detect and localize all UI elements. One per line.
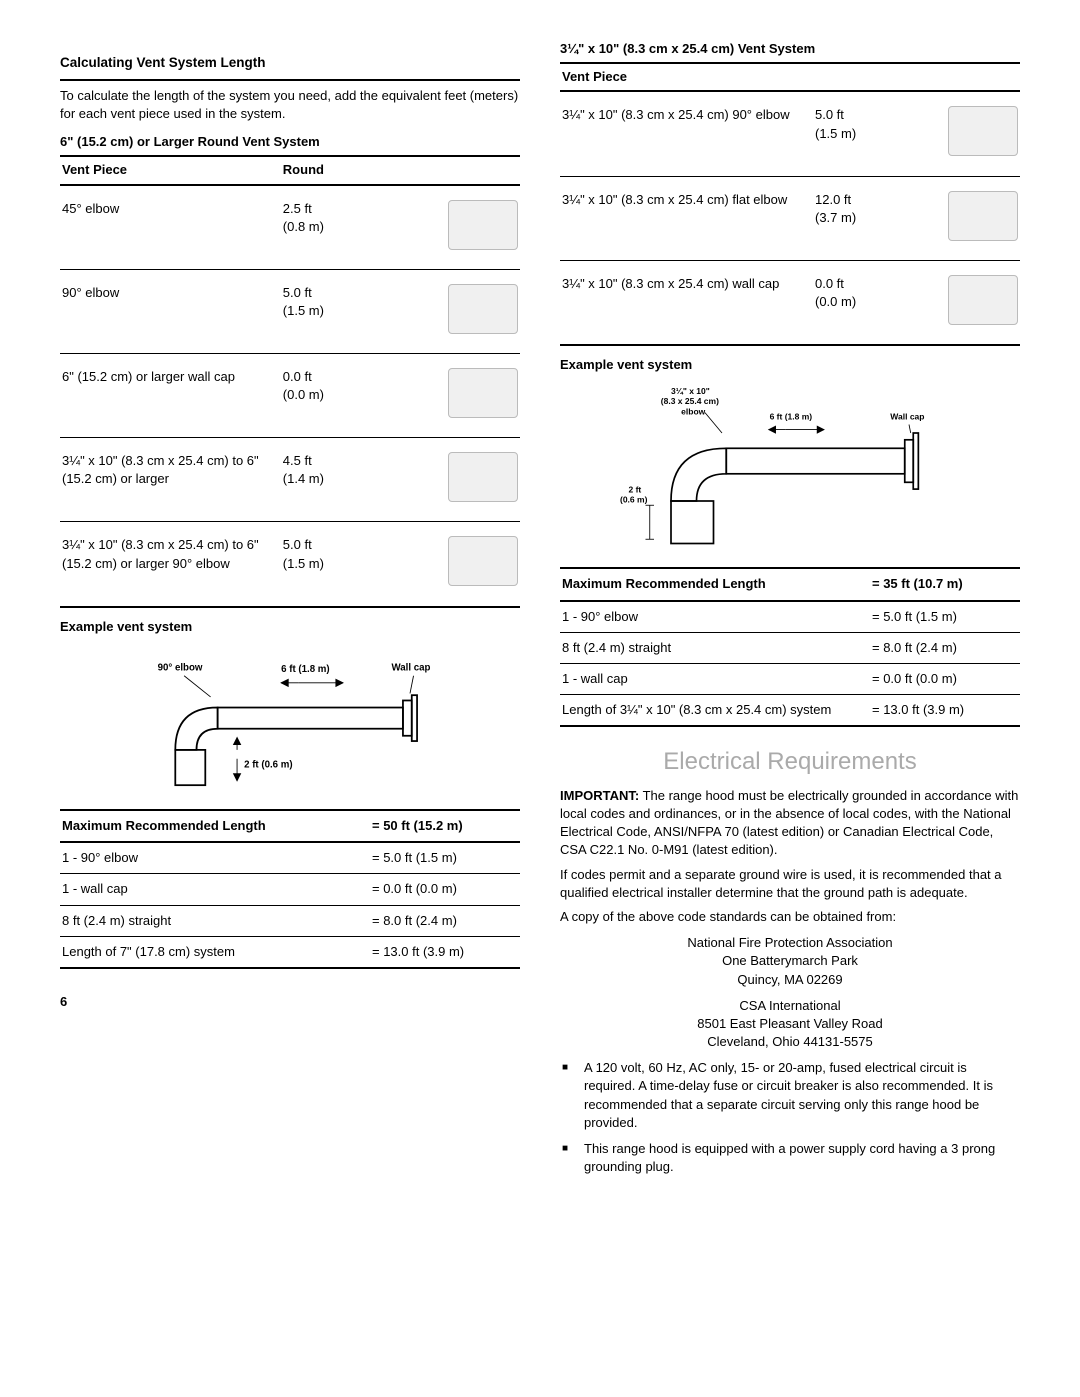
calc-label: 1 - 90° elbow: [60, 842, 370, 874]
diagram-label-rise: 2 ft (0.6 m): [244, 759, 292, 770]
diagram-label-cap: Wall cap: [890, 412, 924, 422]
piece-label: 3¼" x 10" (8.3 cm x 25.4 cm) to 6" (15.2…: [60, 438, 281, 522]
heading-electrical: Electrical Requirements: [560, 745, 1020, 779]
calc-value: = 5.0 ft (1.5 m): [370, 842, 520, 874]
right-column: 3¼" x 10" (8.3 cm x 25.4 cm) Vent System…: [560, 40, 1020, 1184]
list-item: A 120 volt, 60 Hz, AC only, 15- or 20-am…: [578, 1059, 1020, 1132]
th-vent-piece: Vent Piece: [560, 63, 813, 91]
piece-label: 45° elbow: [60, 185, 281, 270]
th-vent-piece: Vent Piece: [60, 156, 281, 184]
table-row: 45° elbow 2.5 ft(0.8 m): [60, 185, 520, 270]
calc-label: 1 - 90° elbow: [560, 601, 870, 633]
table-row: 3¼" x 10" (8.3 cm x 25.4 cm) flat elbow …: [560, 176, 1020, 260]
elbow-45-icon: [448, 200, 518, 250]
table-row: 3¼" x 10" (8.3 cm x 25.4 cm) to 6" (15.2…: [60, 438, 520, 522]
calc-table-right: Maximum Recommended Length = 35 ft (10.7…: [560, 567, 1020, 727]
piece-value: 0.0 ft(0.0 m): [813, 260, 930, 345]
max-length-value: = 50 ft (15.2 m): [370, 810, 520, 842]
svg-text:(8.3 x 25.4 cm): (8.3 x 25.4 cm): [661, 396, 719, 406]
max-length-value: = 35 ft (10.7 m): [870, 568, 1020, 600]
address-csa: CSA International 8501 East Pleasant Val…: [560, 997, 1020, 1052]
calc-label: 8 ft (2.4 m) straight: [60, 905, 370, 936]
calc-label: 1 - wall cap: [560, 663, 870, 694]
diagram-label-elbow: 90° elbow: [158, 662, 203, 673]
left-column: Calculating Vent System Length To calcul…: [60, 40, 520, 1184]
flat-elbow-icon: [948, 191, 1018, 241]
piece-label: 90° elbow: [60, 269, 281, 353]
calc-value: = 5.0 ft (1.5 m): [870, 601, 1020, 633]
requirements-list: A 120 volt, 60 Hz, AC only, 15- or 20-am…: [560, 1059, 1020, 1176]
piece-value: 2.5 ft(0.8 m): [281, 185, 430, 270]
table-row: 6" (15.2 cm) or larger wall cap 0.0 ft(0…: [60, 354, 520, 438]
calc-value: = 8.0 ft (2.4 m): [370, 905, 520, 936]
important-paragraph: IMPORTANT: The range hood must be electr…: [560, 787, 1020, 860]
table-row: 3¼" x 10" (8.3 cm x 25.4 cm) to 6" (15.2…: [60, 522, 520, 607]
piece-value: 5.0 ft(1.5 m): [281, 522, 430, 607]
diagram-label-cap: Wall cap: [391, 662, 430, 673]
page-columns: Calculating Vent System Length To calcul…: [60, 40, 1020, 1184]
calc-value: = 13.0 ft (3.9 m): [870, 695, 1020, 727]
rect-elbow-90-icon: [948, 106, 1018, 156]
calc-value: = 0.0 ft (0.0 m): [870, 663, 1020, 694]
table-row: 3¼" x 10" (8.3 cm x 25.4 cm) wall cap 0.…: [560, 260, 1020, 345]
calc-label: Length of 3¼" x 10" (8.3 cm x 25.4 cm) s…: [560, 695, 870, 727]
heading-rect-system: 3¼" x 10" (8.3 cm x 25.4 cm) Vent System: [560, 40, 1020, 58]
svg-text:elbow: elbow: [681, 406, 705, 416]
transition-90-icon: [448, 536, 518, 586]
diagram-label-run: 6 ft (1.8 m): [281, 664, 329, 675]
piece-value: 5.0 ft(1.5 m): [813, 91, 930, 176]
calc-value: = 0.0 ft (0.0 m): [370, 874, 520, 905]
codes-paragraph: A copy of the above code standards can b…: [560, 908, 1020, 926]
max-length-label: Maximum Recommended Length: [560, 568, 870, 600]
calc-label: 1 - wall cap: [60, 874, 370, 905]
piece-value: 0.0 ft(0.0 m): [281, 354, 430, 438]
heading-calculating: Calculating Vent System Length: [60, 54, 520, 73]
calc-label: Length of 7" (17.8 cm) system: [60, 936, 370, 968]
vent-diagram-left: 90° elbow 6 ft (1.8 m) Wall cap 2 ft (0.…: [60, 644, 520, 794]
table-row: 90° elbow 5.0 ft(1.5 m): [60, 269, 520, 353]
round-vent-table: Vent Piece Round 45° elbow 2.5 ft(0.8 m)…: [60, 155, 520, 607]
calc-value: = 8.0 ft (2.4 m): [870, 632, 1020, 663]
rect-wall-cap-icon: [948, 275, 1018, 325]
calc-table-left: Maximum Recommended Length = 50 ft (15.2…: [60, 809, 520, 969]
ground-paragraph: If codes permit and a separate ground wi…: [560, 866, 1020, 902]
piece-value: 5.0 ft(1.5 m): [281, 269, 430, 353]
piece-label: 6" (15.2 cm) or larger wall cap: [60, 354, 281, 438]
important-label: IMPORTANT:: [560, 788, 639, 803]
rect-vent-table: Vent Piece 3¼" x 10" (8.3 cm x 25.4 cm) …: [560, 62, 1020, 346]
transition-icon: [448, 452, 518, 502]
piece-label: 3¼" x 10" (8.3 cm x 25.4 cm) 90° elbow: [560, 91, 813, 176]
th-round: Round: [281, 156, 430, 184]
heading-example-right: Example vent system: [560, 356, 1020, 374]
piece-value: 12.0 ft(3.7 m): [813, 176, 930, 260]
piece-label: 3¼" x 10" (8.3 cm x 25.4 cm) to 6" (15.2…: [60, 522, 281, 607]
heading-round-system: 6" (15.2 cm) or Larger Round Vent System: [60, 133, 520, 151]
intro-text: To calculate the length of the system yo…: [60, 87, 520, 123]
diagram-label-rise: 2 ft: [629, 485, 642, 495]
address-nfpa: National Fire Protection Association One…: [560, 934, 1020, 989]
calc-value: = 13.0 ft (3.9 m): [370, 936, 520, 968]
list-item: This range hood is equipped with a power…: [578, 1140, 1020, 1176]
vent-diagram-right: 3¼" x 10" (8.3 x 25.4 cm) elbow 6 ft (1.…: [560, 382, 1020, 552]
page-number: 6: [60, 993, 520, 1011]
piece-value: 4.5 ft(1.4 m): [281, 438, 430, 522]
diagram-label-elbow: 3¼" x 10": [671, 386, 710, 396]
diagram-label-run: 6 ft (1.8 m): [770, 412, 813, 422]
svg-text:(0.6 m): (0.6 m): [620, 495, 648, 505]
piece-label: 3¼" x 10" (8.3 cm x 25.4 cm) wall cap: [560, 260, 813, 345]
wall-cap-icon: [448, 368, 518, 418]
calc-label: 8 ft (2.4 m) straight: [560, 632, 870, 663]
heading-example-left: Example vent system: [60, 618, 520, 636]
piece-label: 3¼" x 10" (8.3 cm x 25.4 cm) flat elbow: [560, 176, 813, 260]
table-row: 3¼" x 10" (8.3 cm x 25.4 cm) 90° elbow 5…: [560, 91, 1020, 176]
max-length-label: Maximum Recommended Length: [60, 810, 370, 842]
elbow-90-icon: [448, 284, 518, 334]
